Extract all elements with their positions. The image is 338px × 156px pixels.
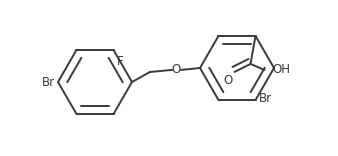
Text: Br: Br [259,92,272,105]
Text: Br: Br [42,76,55,88]
Text: OH: OH [272,63,290,76]
Text: O: O [171,63,180,76]
Text: F: F [117,55,123,68]
Text: O: O [224,74,233,87]
